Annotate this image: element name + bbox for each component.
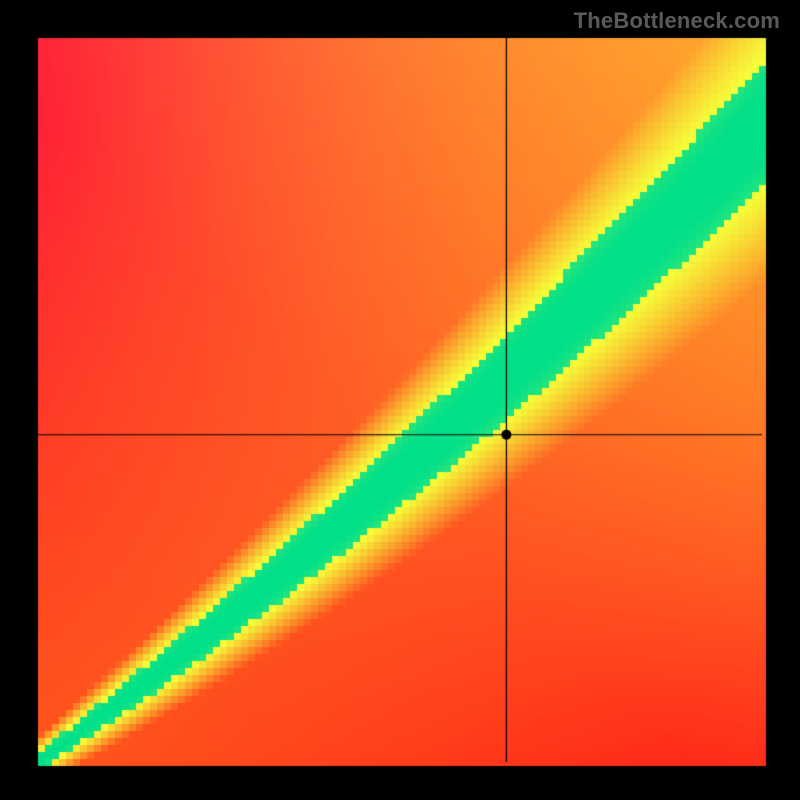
heatmap-canvas [0,0,800,800]
watermark-text: TheBottleneck.com [574,8,780,34]
chart-container: TheBottleneck.com [0,0,800,800]
